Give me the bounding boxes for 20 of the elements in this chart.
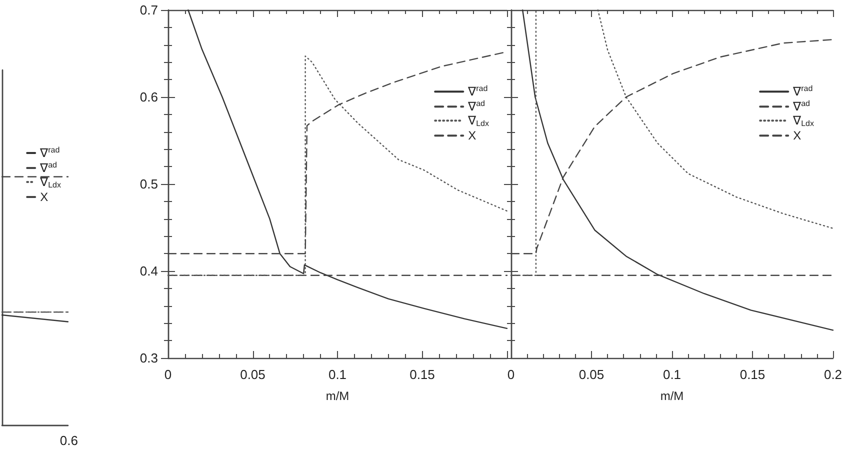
- x-tick-label: 0.05: [240, 367, 266, 382]
- legend-label: X: [468, 128, 476, 143]
- x-axis-title: m/M: [326, 389, 350, 403]
- y-tick-label: 0.7: [140, 2, 158, 18]
- x-tick-label: 0: [507, 367, 515, 382]
- y-tick-label: 0.3: [140, 350, 158, 366]
- x-tick-label: 0.2: [824, 367, 842, 382]
- x-tick-label: 0: [164, 367, 172, 382]
- y-tick-label: 0.4: [140, 264, 158, 278]
- y-tick-label: 0.5: [140, 176, 158, 192]
- x-tick-label: 0.15: [740, 367, 766, 382]
- y-tick-label: 0.6: [140, 90, 158, 104]
- text: 0.6: [60, 433, 78, 448]
- x-tick-label: 0.1: [662, 367, 682, 382]
- x-tick-label: 0.1: [328, 367, 347, 382]
- x-tick-label: 0.15: [410, 367, 435, 382]
- x-axis-title: m/M: [660, 389, 684, 403]
- legend-label: X: [793, 128, 802, 143]
- x-tick-label: 0.05: [578, 367, 604, 382]
- legend-label: X: [40, 190, 48, 204]
